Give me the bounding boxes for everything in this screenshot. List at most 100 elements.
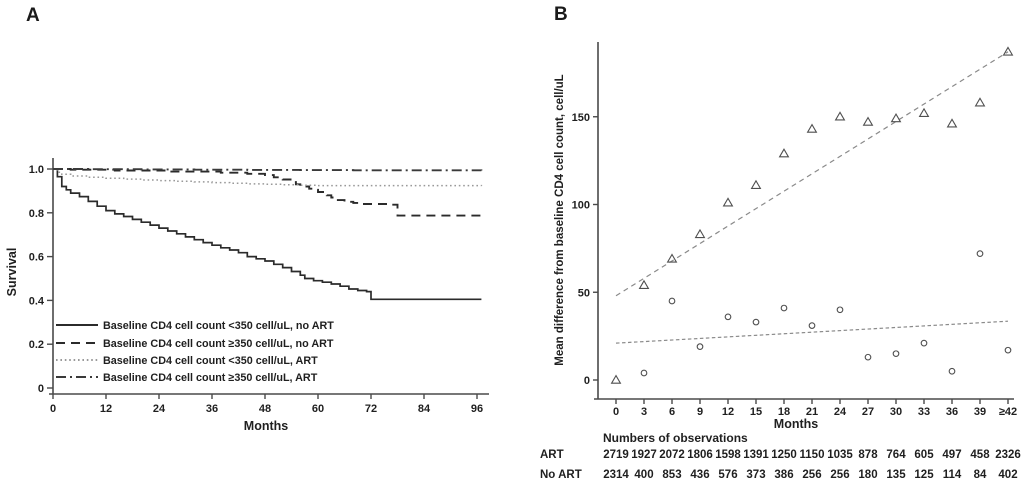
km-curve-0 xyxy=(53,168,482,301)
x-tick-label: 21 xyxy=(806,406,818,418)
data-point-circle-no-art xyxy=(920,339,928,347)
x-tick-label: 12 xyxy=(722,406,734,418)
observations-value: 1806 xyxy=(687,449,713,461)
data-point-triangle-art xyxy=(890,113,902,123)
x-tick-label: 0 xyxy=(50,403,56,415)
observations-value: 256 xyxy=(830,469,849,481)
legend-label: Baseline CD4 cell count ≥350 cell/uL, no… xyxy=(103,338,334,350)
x-tick-label: 18 xyxy=(778,406,790,418)
observations-value: 878 xyxy=(858,449,878,461)
data-point-circle-no-art xyxy=(696,343,704,351)
data-point-circle-no-art xyxy=(668,297,676,305)
observations-value: 2719 xyxy=(603,449,629,461)
legend-label: Baseline CD4 cell count <350 cell/uL, no… xyxy=(103,320,334,332)
observations-value: 1391 xyxy=(743,449,769,461)
observations-value: 497 xyxy=(942,449,961,461)
y-tick-label: 150 xyxy=(572,112,590,124)
observations-value: 853 xyxy=(662,469,681,481)
observations-value: 2314 xyxy=(603,469,629,481)
observations-value: 373 xyxy=(746,469,765,481)
x-tick-label: ≥42 xyxy=(999,406,1017,418)
data-point-triangle-art xyxy=(862,116,874,126)
data-point-circle-no-art xyxy=(752,318,760,326)
km-curve-1 xyxy=(53,168,483,217)
panel-a-y-axis-title: Survival xyxy=(5,248,19,297)
data-point-triangle-art xyxy=(610,374,622,384)
observations-row-label-no-art: No ART xyxy=(540,469,582,481)
y-tick-label: 0.2 xyxy=(29,339,44,351)
x-tick-label: 84 xyxy=(418,403,431,415)
panel-b-letter: B xyxy=(554,4,568,25)
panel-a-letter: A xyxy=(26,5,40,26)
data-point-circle-no-art xyxy=(1004,346,1012,354)
y-tick-label: 100 xyxy=(572,200,590,212)
observations-row-label-art: ART xyxy=(540,449,564,461)
observations-value: 1598 xyxy=(715,449,741,461)
panel-b-y-axis-title: Mean difference from baseline CD4 cell c… xyxy=(554,74,566,365)
panel-a-survival-chart: Survival Months 0 0.2 0.4 0.6 0.8 1.0 0 12 24 36 4… xyxy=(5,158,489,433)
data-point-circle-no-art xyxy=(864,353,872,361)
data-point-circle-no-art xyxy=(892,350,900,358)
observations-value: 458 xyxy=(970,449,990,461)
x-tick-label: 39 xyxy=(974,406,986,418)
legend-label: Baseline CD4 cell count ≥350 cell/uL, AR… xyxy=(103,372,318,384)
data-point-triangle-art xyxy=(722,197,734,207)
x-tick-label: 36 xyxy=(206,403,218,415)
observations-value: 1150 xyxy=(800,449,825,461)
x-tick-label: 48 xyxy=(259,403,271,415)
x-tick-label: 36 xyxy=(946,406,958,418)
x-tick-label: 12 xyxy=(100,403,112,415)
observations-value: 114 xyxy=(943,469,962,481)
observations-value: 576 xyxy=(718,469,737,481)
data-point-triangle-art xyxy=(918,107,930,117)
x-tick-label: 96 xyxy=(471,403,483,415)
data-point-triangle-art xyxy=(1002,46,1014,56)
y-tick-label: 0 xyxy=(584,375,590,387)
observations-value: 84 xyxy=(974,469,987,481)
x-tick-label: 33 xyxy=(918,406,930,418)
x-tick-label: 0 xyxy=(613,406,619,418)
x-tick-label: 6 xyxy=(669,406,675,418)
x-tick-label: 3 xyxy=(641,406,647,418)
x-tick-label: 60 xyxy=(312,403,324,415)
data-point-triangle-art xyxy=(834,111,846,121)
data-point-triangle-art xyxy=(806,123,818,133)
observations-value: 605 xyxy=(914,449,934,461)
data-point-triangle-art xyxy=(974,97,986,107)
observations-value: 386 xyxy=(774,469,793,481)
legend-label: Baseline CD4 cell count <350 cell/uL, AR… xyxy=(103,355,318,367)
km-curve-3 xyxy=(53,168,483,172)
observations-value: 256 xyxy=(802,469,821,481)
data-point-triangle-art xyxy=(694,228,706,239)
y-tick-label: 0.6 xyxy=(29,252,44,264)
y-tick-label: 0 xyxy=(38,383,44,395)
observations-value: 2326 xyxy=(995,449,1021,461)
y-tick-label: 0.8 xyxy=(29,208,44,220)
data-point-circle-no-art xyxy=(836,306,844,314)
observations-value: 135 xyxy=(886,469,906,481)
data-point-circle-no-art xyxy=(724,313,732,321)
observations-value: 402 xyxy=(998,469,1017,481)
data-point-circle-no-art xyxy=(780,304,788,312)
data-point-triangle-art xyxy=(666,253,678,263)
x-tick-label: 27 xyxy=(862,406,874,418)
data-point-circle-no-art xyxy=(976,250,984,257)
panel-a-plot-area: 0 0.2 0.4 0.6 0.8 1.0 0 12 24 36 48 60 72 84 96 Baselin… xyxy=(29,158,489,415)
x-tick-label: 30 xyxy=(890,406,902,418)
observations-value: 764 xyxy=(886,449,906,461)
trend-line-no-art xyxy=(615,320,1009,344)
observations-value: 180 xyxy=(858,469,877,481)
panel-b-scatter-chart: Mean difference from baseline CD4 cell c… xyxy=(540,42,1021,481)
x-tick-label: 24 xyxy=(834,406,847,418)
x-tick-label: 15 xyxy=(750,406,762,418)
panel-a-x-axis-title: Months xyxy=(244,419,288,433)
x-tick-label: 9 xyxy=(697,406,703,418)
y-tick-label: 0.4 xyxy=(29,295,45,307)
data-point-triangle-art xyxy=(638,279,650,289)
x-tick-label: 72 xyxy=(365,403,377,415)
data-point-circle-no-art xyxy=(640,369,648,377)
observations-value: 400 xyxy=(634,469,653,481)
panel-b-x-axis-title: Months xyxy=(774,417,818,431)
